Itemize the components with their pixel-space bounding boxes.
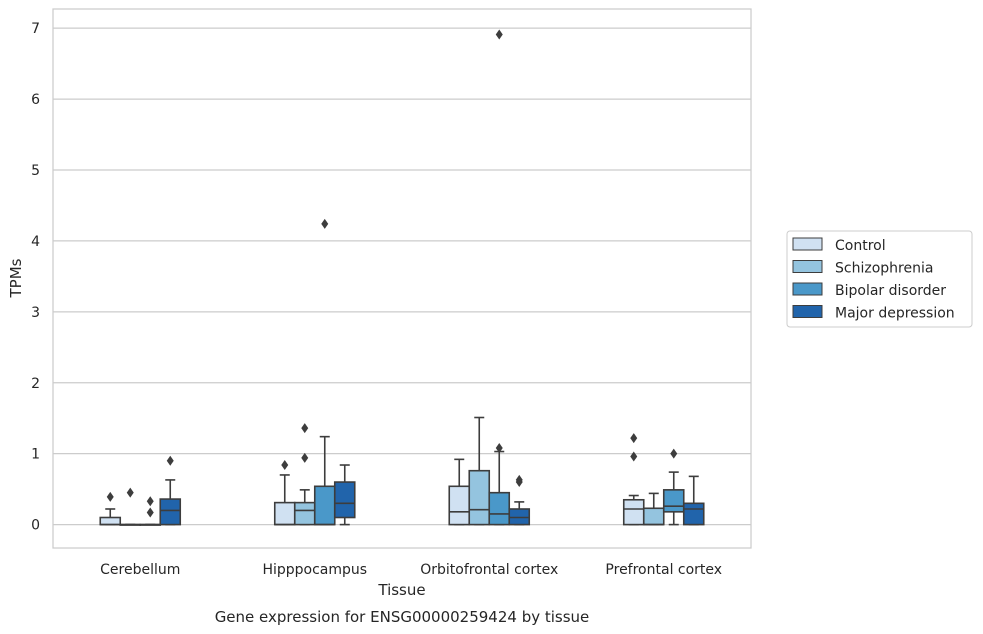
y-tick-label: 4 — [31, 234, 40, 250]
box-cerebellum-control — [99, 491, 122, 526]
box-prefrontal-cortex-control — [622, 433, 645, 526]
box-orbitofrontal-cortex-bipolar-disorder — [488, 29, 511, 526]
y-tick-label: 5 — [31, 163, 40, 179]
chart-caption: Gene expression for ENSG00000259424 by t… — [215, 608, 590, 626]
box-cerebellum-bipolar-disorder — [139, 496, 162, 526]
legend-frame — [786, 230, 973, 328]
y-tick-label: 3 — [31, 305, 40, 321]
box — [99, 516, 122, 526]
plot-frame — [52, 8, 752, 549]
y-tick-label: 7 — [31, 21, 40, 37]
legend-label: Bipolar disorder — [835, 283, 946, 299]
outlier-point — [670, 448, 678, 459]
outlier-point — [301, 423, 309, 434]
box — [313, 485, 336, 526]
outlier-point — [301, 452, 309, 463]
y-axis-label: TPMs — [7, 258, 25, 298]
box-plots — [99, 29, 705, 526]
outlier-point — [166, 455, 174, 466]
box-prefrontal-cortex-bipolar-disorder — [662, 448, 685, 526]
box-hipppocampus-major-depression — [333, 464, 356, 526]
y-tick-label: 2 — [31, 376, 40, 392]
box — [488, 491, 511, 526]
legend-swatch — [792, 305, 823, 318]
box — [333, 481, 356, 519]
box-prefrontal-cortex-schizophrenia — [642, 492, 665, 526]
box — [293, 501, 316, 526]
outlier-point — [146, 496, 154, 507]
box-prefrontal-cortex-major-depression — [682, 475, 705, 526]
box-hipppocampus-bipolar-disorder — [313, 218, 336, 526]
x-tick-label: Cerebellum — [100, 562, 180, 578]
x-axis-ticks: Cerebellum Hipppocampus Orbitofrontal cort… — [100, 562, 722, 578]
outlier-point — [515, 474, 523, 485]
y-axis-ticks: 0 1 2 3 4 5 6 7 — [31, 21, 40, 533]
y-tick-label: 1 — [31, 447, 40, 463]
box-orbitofrontal-cortex-control — [448, 458, 471, 526]
legend-swatch — [792, 282, 823, 296]
box-orbitofrontal-cortex-major-depression — [508, 474, 531, 526]
box — [642, 507, 665, 526]
box — [682, 502, 705, 526]
box-orbitofrontal-cortex-schizophrenia — [468, 416, 491, 526]
outlier-point — [321, 218, 329, 229]
legend-swatch — [792, 260, 823, 273]
outlier-point — [495, 443, 503, 454]
box — [273, 501, 296, 526]
box-cerebellum-schizophrenia — [119, 487, 142, 526]
legend-label: Schizophrenia — [835, 261, 933, 277]
x-tick-label: Orbitofrontal cortex — [420, 562, 558, 578]
outlier-point — [630, 451, 638, 462]
outlier-point — [106, 491, 114, 502]
outlier-point — [281, 460, 289, 471]
outlier-point — [126, 487, 134, 498]
box-hipppocampus-control — [273, 460, 296, 526]
outlier-point — [495, 29, 503, 40]
outlier-point — [630, 433, 638, 444]
box-hipppocampus-schizophrenia — [293, 423, 316, 526]
x-tick-label: Prefrontal cortex — [605, 562, 722, 578]
legend-label: Major depression — [835, 306, 955, 322]
outlier-point — [146, 507, 154, 518]
y-tick-label: 0 — [31, 518, 40, 534]
box-cerebellum-major-depression — [159, 455, 182, 526]
legend: Control Schizophrenia Bipolar disorder Majo… — [786, 230, 973, 328]
x-tick-label: Hipppocampus — [262, 562, 367, 578]
box — [468, 469, 491, 526]
box — [662, 489, 685, 513]
x-axis-label: Tissue — [377, 581, 425, 599]
box — [448, 485, 471, 526]
legend-label: Control — [835, 238, 886, 254]
y-tick-label: 6 — [31, 92, 40, 108]
grid-lines — [53, 27, 751, 526]
box — [622, 498, 645, 526]
legend-swatch — [792, 237, 823, 251]
box — [159, 498, 182, 526]
